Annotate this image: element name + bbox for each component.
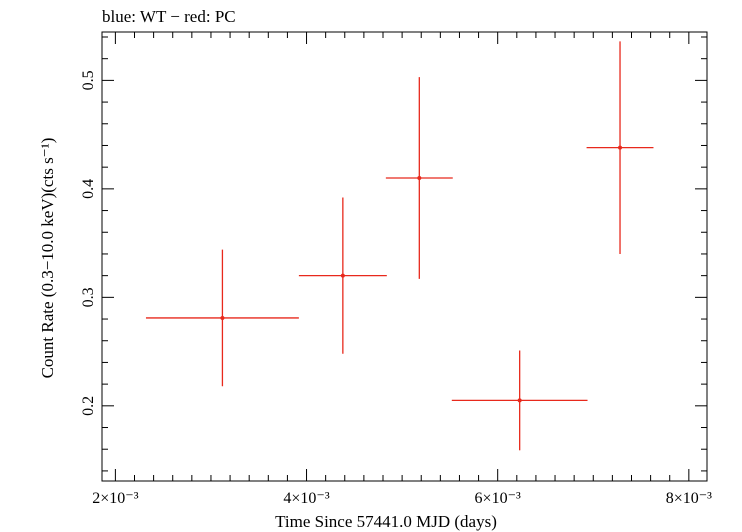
data-marker [220,315,225,320]
data-point [145,249,299,387]
data-point [586,41,654,254]
x-tick-label: 4×10⁻³ [283,490,329,507]
data-marker [340,273,345,278]
data-point [385,77,453,279]
y-axis-label: Count Rate (0.3−10.0 keV)(cts s⁻¹) [38,138,57,379]
data-marker [517,398,522,403]
y-axis-tick-labels: 0.2 0.3 0.4 0.5 [80,70,97,415]
data-point [451,350,588,451]
x-axis-label: Time Since 57441.0 MJD (days) [275,512,497,531]
data-marker [417,176,422,181]
y-axis-ticks [102,36,707,472]
data-points [145,41,654,451]
x-tick-label: 6×10⁻³ [475,490,521,507]
x-tick-label: 8×10⁻³ [666,490,712,507]
y-tick-label: 0.2 [80,396,97,416]
chart-title: blue: WT − red: PC [102,7,236,26]
y-tick-label: 0.5 [80,70,97,90]
x-tick-label: 2×10⁻³ [92,490,138,507]
data-point [298,197,387,354]
y-tick-label: 0.3 [80,287,97,307]
y-tick-label: 0.4 [80,179,97,199]
x-axis-tick-labels: 2×10⁻³ 4×10⁻³ 6×10⁻³ 8×10⁻³ [92,490,712,507]
x-axis-ticks [114,32,690,481]
data-marker [618,145,623,150]
plot-frame [101,31,708,482]
